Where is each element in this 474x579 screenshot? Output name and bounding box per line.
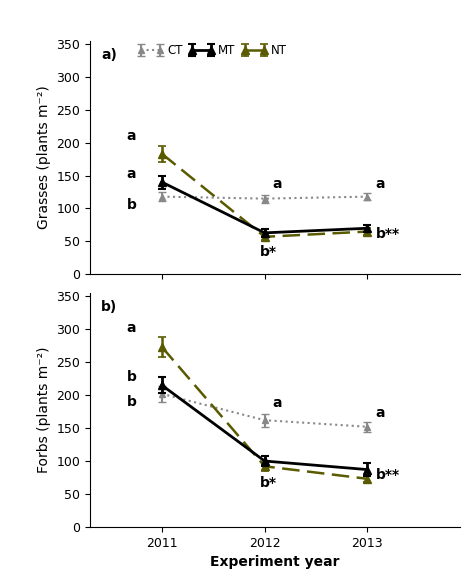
Text: a: a xyxy=(273,396,283,411)
Y-axis label: Grasses (plants m⁻²): Grasses (plants m⁻²) xyxy=(37,86,51,229)
Text: b**: b** xyxy=(375,468,400,482)
Text: a: a xyxy=(375,405,385,420)
Text: b*: b* xyxy=(260,475,276,489)
Text: a): a) xyxy=(101,47,117,61)
Text: b: b xyxy=(127,198,136,212)
Text: b: b xyxy=(127,395,136,409)
Text: a: a xyxy=(127,129,136,143)
Text: b: b xyxy=(127,370,136,384)
X-axis label: Experiment year: Experiment year xyxy=(210,555,340,569)
Text: a: a xyxy=(375,177,385,192)
Text: a: a xyxy=(127,167,136,181)
Text: a: a xyxy=(273,177,283,192)
Legend: CT, MT, NT: CT, MT, NT xyxy=(133,39,292,62)
Text: b**: b** xyxy=(375,227,400,241)
Text: b): b) xyxy=(101,300,118,314)
Y-axis label: Forbs (plants m⁻²): Forbs (plants m⁻²) xyxy=(37,347,51,473)
Text: b*: b* xyxy=(260,245,276,259)
Text: a: a xyxy=(127,321,136,335)
